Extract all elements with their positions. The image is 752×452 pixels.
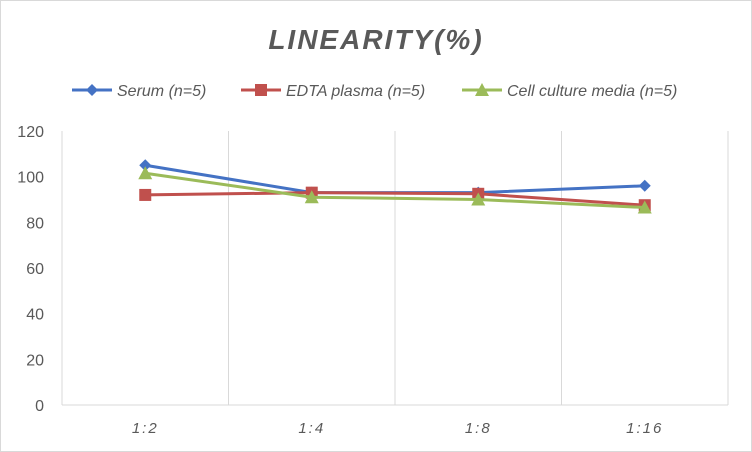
legend-item: EDTA plasma (n=5) [241, 83, 425, 100]
data-point [304, 190, 319, 204]
y-tick-label: 100 [17, 170, 44, 187]
data-point [139, 188, 152, 201]
y-tick-label: 20 [26, 352, 44, 369]
chart-title: LINEARITY(%) [268, 24, 483, 55]
x-tick-label: 1:16 [626, 420, 663, 437]
x-axis: 1:2 1:4 1:8 1:16 [62, 404, 728, 437]
data-point [471, 192, 486, 206]
x-tick-label: 1:2 [132, 420, 159, 437]
series-line [145, 191, 645, 207]
legend-label: Serum (n=5) [117, 83, 206, 100]
y-tick-label: 120 [17, 124, 44, 141]
series-line [145, 171, 645, 209]
y-axis: 0 20 40 60 80 100 120 [17, 124, 44, 415]
data-point [139, 159, 152, 172]
legend-label: Cell culture media (n=5) [507, 83, 677, 100]
legend-label: EDTA plasma (n=5) [286, 83, 425, 100]
legend-marker [86, 84, 98, 96]
data-point [637, 200, 652, 214]
y-tick-label: 60 [26, 261, 44, 278]
data-point [138, 166, 153, 180]
legend: Serum (n=5) EDTA plasma (n=5) Cell culture… [72, 83, 677, 100]
x-tick-label: 1:4 [298, 420, 325, 437]
x-tick-label: 1:8 [465, 420, 492, 437]
grid [61, 131, 729, 405]
y-tick-label: 40 [26, 307, 44, 324]
legend-item: Cell culture media (n=5) [462, 83, 677, 100]
y-tick-label: 0 [35, 398, 44, 415]
legend-item: Serum (n=5) [72, 83, 206, 100]
legend-marker [475, 83, 489, 96]
y-tick-label: 80 [26, 215, 44, 232]
legend-marker [255, 84, 267, 96]
series-group [138, 159, 652, 214]
series-cell [138, 166, 652, 214]
data-point [638, 179, 651, 192]
